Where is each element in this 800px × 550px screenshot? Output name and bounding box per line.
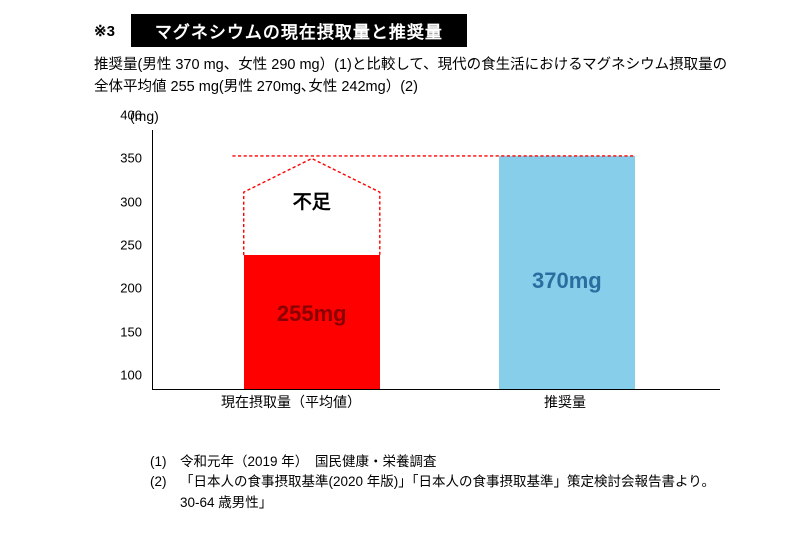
y-tick: 150 xyxy=(120,324,142,339)
source-text: 「日本人の食事摂取基準(2020 年版)」「日本人の食事摂取基準」策定検討会報告… xyxy=(180,472,730,513)
source-text: 令和元年（2019 年） 国民健康・栄養調査 xyxy=(180,452,437,472)
plot-area: 255mg 370mg 不足 xyxy=(152,130,720,390)
y-tick: 350 xyxy=(120,151,142,166)
y-axis: 100 150 200 250 300 350 400 xyxy=(100,130,148,390)
y-tick: 400 xyxy=(120,108,142,123)
sources-block: (1) 令和元年（2019 年） 国民健康・栄養調査 (2) 「日本人の食事摂取… xyxy=(150,452,730,513)
y-tick: 300 xyxy=(120,194,142,209)
note-marker: ※3 xyxy=(94,22,115,40)
source-number: (1) xyxy=(150,452,180,472)
bar-current-intake: 255mg xyxy=(244,255,380,389)
source-item: (2) 「日本人の食事摂取基準(2020 年版)」「日本人の食事摂取基準」策定検… xyxy=(150,472,730,513)
bar-value-label: 370mg xyxy=(499,268,635,294)
deficiency-label: 不足 xyxy=(244,187,380,214)
description-text: 推奨量(男性 370 mg、女性 290 mg）(1)と比較して、現代の食生活に… xyxy=(94,54,740,99)
source-item: (1) 令和元年（2019 年） 国民健康・栄養調査 xyxy=(150,452,730,472)
x-label-current: 現在摂取量（平均値） xyxy=(196,392,386,412)
page-title: マグネシウムの現在摂取量と推奨量 xyxy=(131,14,467,47)
dashed-lines-icon xyxy=(153,130,720,389)
y-tick: 250 xyxy=(120,238,142,253)
source-number: (2) xyxy=(150,472,180,513)
bar-value-label: 255mg xyxy=(244,301,380,327)
y-tick: 200 xyxy=(120,281,142,296)
x-label-recommended: 推奨量 xyxy=(490,392,640,412)
magnesium-bar-chart: 100 150 200 250 300 350 400 255mg 370mg … xyxy=(100,130,720,410)
bar-recommended: 370mg xyxy=(499,156,635,389)
y-tick: 100 xyxy=(120,368,142,383)
